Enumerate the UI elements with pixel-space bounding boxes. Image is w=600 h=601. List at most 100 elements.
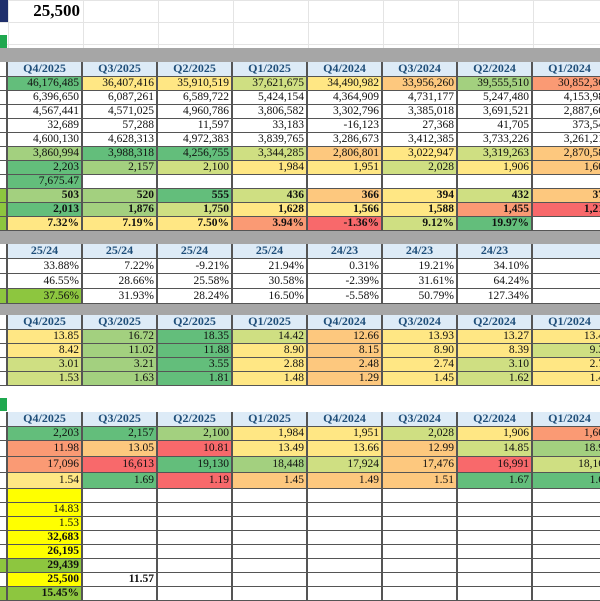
data-cell[interactable]: 33,183 [233,119,308,133]
data-cell[interactable] [383,573,458,587]
data-cell[interactable]: 6,396,650 [8,91,83,105]
data-cell[interactable]: 2,203 [8,161,83,175]
data-cell[interactable] [158,559,233,573]
data-cell[interactable]: 18,16 [533,457,600,473]
data-cell[interactable]: 1,876 [83,203,158,217]
column-header[interactable]: Q2/2025 [158,62,233,77]
data-cell[interactable] [158,545,233,559]
data-cell[interactable]: 3,806,582 [233,105,308,119]
column-header[interactable]: Q3/2024 [383,62,458,77]
data-cell[interactable]: 31.61% [383,274,458,289]
row-label-cell[interactable] [0,559,8,573]
data-cell[interactable]: 32,683 [8,531,83,545]
data-cell[interactable]: 366 [308,189,383,203]
data-cell[interactable]: 7.22% [83,259,158,274]
row-label-cell[interactable] [0,161,8,175]
row-label-cell[interactable] [0,473,8,489]
data-cell[interactable]: 19,130 [158,457,233,473]
data-cell[interactable]: 1,951 [308,161,383,175]
data-cell[interactable]: 1,906 [458,427,533,441]
column-header[interactable]: Q2/2025 [158,412,233,427]
data-cell[interactable] [533,289,600,304]
data-cell[interactable]: 13.93 [383,330,458,344]
row-label-cell[interactable] [0,545,8,559]
row-label-cell[interactable] [0,259,8,274]
data-cell[interactable]: 5,424,154 [233,91,308,105]
row-label-cell[interactable] [0,503,8,517]
column-header[interactable]: 25/24 [8,244,83,259]
data-cell[interactable]: -2.39% [308,274,383,289]
data-cell[interactable] [383,503,458,517]
data-cell[interactable]: 1.81 [158,372,233,386]
row-label-cell[interactable] [0,489,8,503]
data-cell[interactable] [83,545,158,559]
data-cell[interactable]: 2,870,58 [533,147,600,161]
data-cell[interactable] [383,531,458,545]
data-cell[interactable]: 36,407,416 [83,77,158,91]
column-header[interactable]: Q4/2025 [8,62,83,77]
data-cell[interactable] [383,489,458,503]
data-cell[interactable]: 39,555,510 [458,77,533,91]
data-cell[interactable] [233,503,308,517]
data-cell[interactable]: 46,176,485 [8,77,83,91]
data-cell[interactable] [383,559,458,573]
data-cell[interactable]: 10.81 [158,441,233,457]
data-cell[interactable]: 4,567,441 [8,105,83,119]
row-label-cell[interactable] [0,289,8,304]
data-cell[interactable]: 1,455 [458,203,533,217]
data-cell[interactable]: 2,028 [383,427,458,441]
data-cell[interactable]: 1.45 [233,473,308,489]
data-cell[interactable]: 13.05 [83,441,158,457]
data-cell[interactable] [83,559,158,573]
data-cell[interactable]: 16.72 [83,330,158,344]
data-cell[interactable] [458,517,533,531]
data-cell[interactable]: 3.21 [83,358,158,372]
data-cell[interactable]: 2.48 [308,358,383,372]
data-cell[interactable]: 11.02 [83,344,158,358]
column-header[interactable]: 24/23 [308,244,383,259]
column-header[interactable]: Q3/2024 [383,315,458,330]
data-cell[interactable]: 57,288 [83,119,158,133]
data-cell[interactable]: 4,571,025 [83,105,158,119]
data-cell[interactable]: 1,566 [308,203,383,217]
data-cell[interactable] [533,531,600,545]
data-cell[interactable] [458,573,533,587]
column-header[interactable]: Q1/2024 [533,315,600,330]
row-label-cell[interactable] [0,62,8,77]
data-cell[interactable]: 3.55 [158,358,233,372]
column-header[interactable]: Q2/2024 [458,62,533,77]
row-label-cell[interactable] [0,358,8,372]
data-cell[interactable]: 14.42 [233,330,308,344]
data-cell[interactable] [458,175,533,189]
row-label-cell[interactable] [0,105,8,119]
data-cell[interactable]: 35,910,519 [158,77,233,91]
data-cell[interactable]: 2,100 [158,427,233,441]
data-cell[interactable]: 8.42 [8,344,83,358]
column-header[interactable]: 25/24 [158,244,233,259]
row-label-cell[interactable] [0,573,8,587]
data-cell[interactable]: 1,750 [158,203,233,217]
column-header[interactable]: Q4/2025 [8,412,83,427]
data-cell[interactable] [533,274,600,289]
data-cell[interactable]: 1.67 [458,473,533,489]
green-marker-cell[interactable] [0,398,7,411]
row-label-cell[interactable] [0,133,8,147]
data-cell[interactable]: 29,439 [8,559,83,573]
data-cell[interactable]: 1,984 [233,161,308,175]
data-cell[interactable]: 9.12% [383,217,458,231]
column-header[interactable]: Q2/2024 [458,412,533,427]
data-cell[interactable]: 3,733,226 [458,133,533,147]
data-cell[interactable]: 555 [158,189,233,203]
data-cell[interactable] [233,175,308,189]
data-cell[interactable]: 33.88% [8,259,83,274]
column-header[interactable]: Q4/2024 [308,62,383,77]
data-cell[interactable]: 2,157 [83,161,158,175]
data-cell[interactable] [83,587,158,601]
data-cell[interactable] [383,517,458,531]
data-cell[interactable]: 4,153,98 [533,91,600,105]
data-cell[interactable]: 1.29 [308,372,383,386]
data-cell[interactable]: 13.66 [308,441,383,457]
column-header[interactable]: Q3/2025 [83,412,158,427]
data-cell[interactable] [233,545,308,559]
data-cell[interactable]: 2,887,66 [533,105,600,119]
